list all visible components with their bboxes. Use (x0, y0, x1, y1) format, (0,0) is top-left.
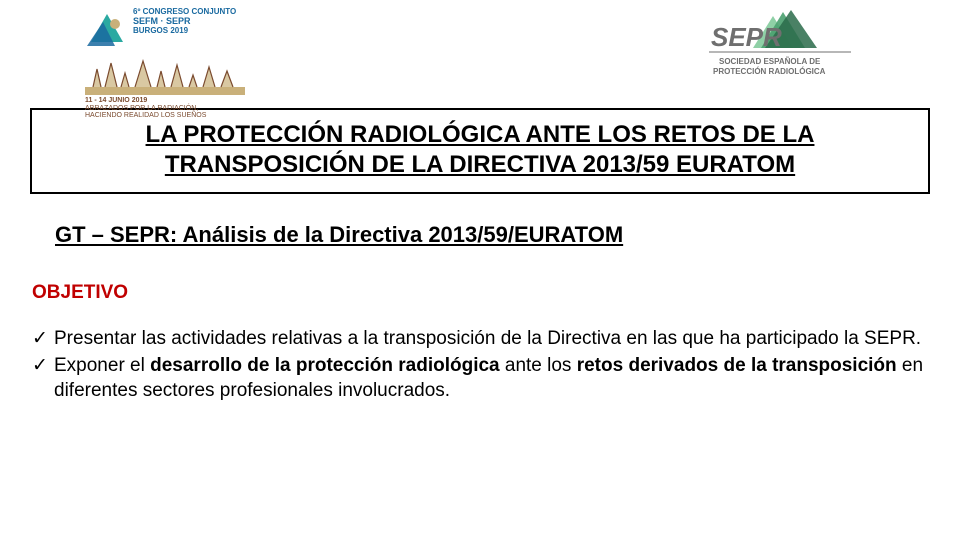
title-line1: LA PROTECCIÓN RADIOLÓGICA ANTE LOS RETOS… (46, 120, 914, 150)
bullet-item: ✓Presentar las actividades relativas a l… (32, 326, 928, 351)
congress-line3: BURGOS 2019 (133, 27, 236, 36)
dates-line3: HACIENDO REALIDAD LOS SUEÑOS (85, 112, 245, 120)
subtitle: GT – SEPR: Análisis de la Directiva 2013… (55, 222, 960, 248)
sepr-logo: SEPR SOCIEDAD ESPAÑOLA DE PROTECCIÓN RAD… (705, 8, 865, 94)
bullet-text: Exponer el desarrollo de la protección r… (54, 353, 928, 403)
congress-emblem-icon (85, 8, 129, 57)
bullet-item: ✓Exponer el desarrollo de la protección … (32, 353, 928, 403)
sepr-acronym: SEPR (711, 22, 782, 52)
sepr-sub1: SOCIEDAD ESPAÑOLA DE (719, 57, 821, 66)
castle-strip-icon (85, 59, 245, 95)
congress-logo: 6º CONGRESO CONJUNTO SEFM · SEPR BURGOS … (85, 8, 245, 94)
header: 6º CONGRESO CONJUNTO SEFM · SEPR BURGOS … (0, 0, 960, 100)
congress-text: 6º CONGRESO CONJUNTO SEFM · SEPR BURGOS … (133, 8, 236, 35)
congress-dates: 11 - 14 JUNIO 2019 ABRAZADOS POR LA RADI… (85, 97, 245, 120)
check-icon: ✓ (32, 353, 54, 378)
check-icon: ✓ (32, 326, 54, 351)
title-line2: TRANSPOSICIÓN DE LA DIRECTIVA 2013/59 EU… (46, 150, 914, 180)
bullet-list: ✓Presentar las actividades relativas a l… (32, 326, 928, 403)
slide: 6º CONGRESO CONJUNTO SEFM · SEPR BURGOS … (0, 0, 960, 540)
congress-banner: 6º CONGRESO CONJUNTO SEFM · SEPR BURGOS … (85, 8, 245, 57)
objetivo-label: OBJETIVO (32, 282, 960, 304)
dates-line1: 11 - 14 JUNIO 2019 (85, 97, 245, 105)
bullet-text: Presentar las actividades relativas a la… (54, 326, 928, 351)
sepr-sub2: PROTECCIÓN RADIOLÓGICA (713, 67, 826, 76)
title-box: LA PROTECCIÓN RADIOLÓGICA ANTE LOS RETOS… (30, 108, 930, 194)
